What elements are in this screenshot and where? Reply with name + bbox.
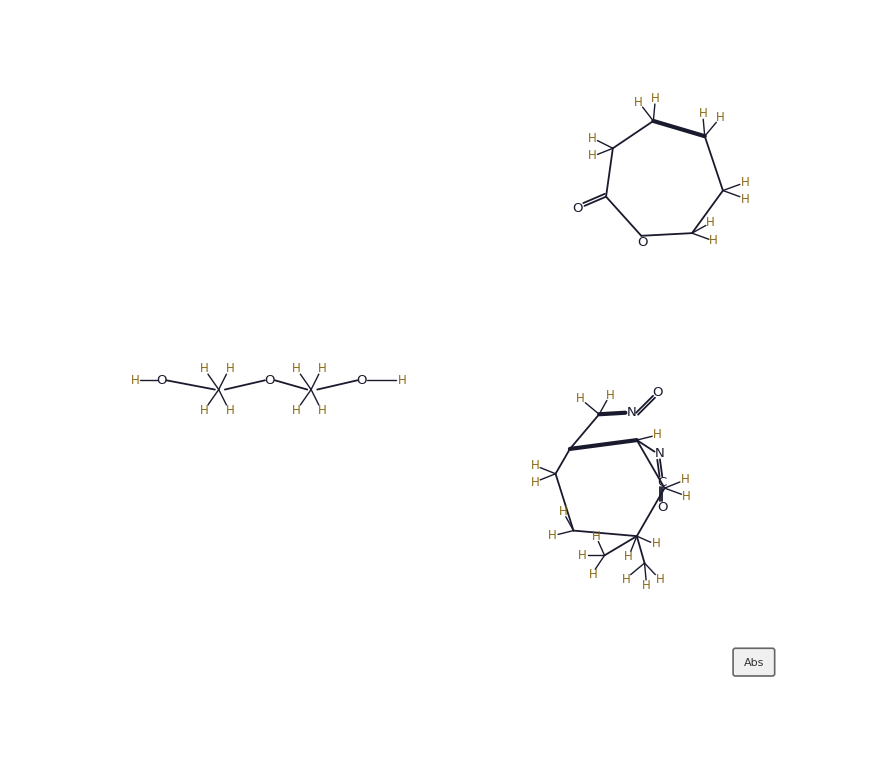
Text: H: H: [706, 216, 714, 229]
Text: H: H: [588, 568, 597, 581]
Text: H: H: [397, 374, 406, 387]
Text: O: O: [264, 374, 275, 387]
Text: H: H: [698, 108, 706, 121]
Text: H: H: [680, 473, 689, 486]
Text: H: H: [650, 92, 659, 105]
Text: H: H: [633, 96, 641, 109]
Text: H: H: [200, 404, 209, 417]
Text: H: H: [740, 175, 749, 188]
Text: H: H: [708, 234, 717, 247]
Text: H: H: [655, 573, 664, 586]
Text: H: H: [530, 476, 539, 489]
Text: O: O: [356, 374, 367, 387]
Text: N: N: [626, 406, 635, 419]
Text: H: H: [559, 505, 567, 518]
Text: H: H: [605, 388, 614, 401]
FancyBboxPatch shape: [733, 649, 773, 676]
Text: H: H: [641, 579, 650, 592]
Text: O: O: [636, 237, 647, 250]
Text: H: H: [318, 404, 327, 417]
Text: H: H: [651, 537, 660, 550]
Text: H: H: [623, 550, 632, 563]
Text: H: H: [591, 530, 600, 542]
Text: O: O: [652, 386, 662, 399]
Text: H: H: [575, 391, 584, 404]
Text: H: H: [653, 428, 661, 441]
Text: H: H: [530, 459, 539, 472]
Text: H: H: [577, 549, 586, 562]
Text: H: H: [130, 374, 139, 387]
Text: O: O: [656, 501, 667, 513]
Text: H: H: [587, 150, 596, 163]
Text: H: H: [740, 192, 749, 205]
Text: H: H: [200, 362, 209, 375]
Text: H: H: [621, 573, 630, 586]
Text: H: H: [292, 404, 301, 417]
Text: Abs: Abs: [743, 658, 763, 668]
Text: N: N: [654, 446, 664, 459]
Text: H: H: [587, 132, 596, 145]
Text: C: C: [657, 476, 667, 489]
Text: H: H: [226, 404, 235, 417]
Text: H: H: [226, 362, 235, 375]
Text: O: O: [572, 202, 582, 215]
Text: H: H: [292, 362, 301, 375]
Text: H: H: [318, 362, 327, 375]
Text: H: H: [715, 111, 724, 124]
Text: H: H: [681, 490, 690, 503]
Text: O: O: [156, 374, 167, 387]
Text: H: H: [547, 530, 556, 542]
